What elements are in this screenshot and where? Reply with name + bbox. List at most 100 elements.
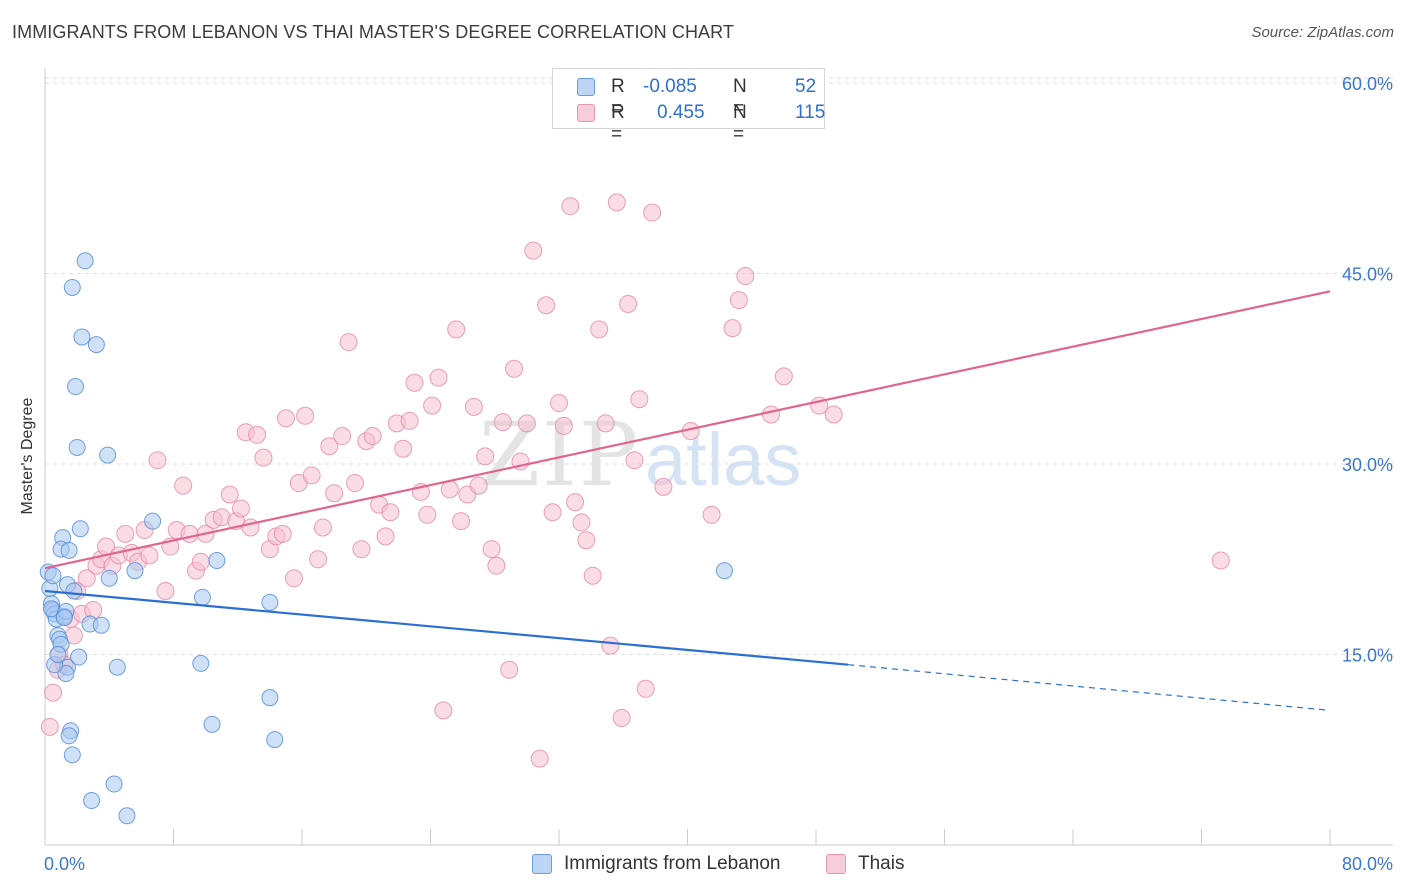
legend-label-thai: Thais bbox=[858, 853, 905, 874]
thai-point bbox=[273, 524, 292, 543]
axes bbox=[44, 68, 1393, 846]
legend-swatch-lebanon bbox=[532, 854, 552, 874]
lebanon-point bbox=[60, 541, 78, 559]
thai-point bbox=[302, 466, 321, 485]
thai-point bbox=[174, 476, 193, 495]
thai-point bbox=[487, 556, 506, 575]
lebanon-point bbox=[108, 658, 126, 676]
y-tick-label: 60.0% bbox=[1342, 74, 1393, 94]
lebanon-point bbox=[55, 609, 73, 627]
lebanon-point bbox=[105, 775, 123, 793]
thai-point bbox=[550, 394, 568, 413]
legend-label-lebanon: Immigrants from Lebanon bbox=[564, 853, 781, 874]
thai-point bbox=[140, 546, 159, 565]
thai-point bbox=[156, 582, 175, 600]
legend-swatch-thai bbox=[577, 104, 595, 122]
lebanon-point bbox=[715, 562, 733, 580]
thai-point bbox=[566, 493, 585, 512]
thai-point bbox=[363, 427, 382, 446]
thai-point bbox=[418, 505, 437, 524]
lebanon-point bbox=[57, 665, 75, 683]
thai-point bbox=[313, 518, 332, 537]
thai-point bbox=[231, 499, 250, 518]
source-label: Source: ZipAtlas.com bbox=[1251, 24, 1394, 41]
thai-point bbox=[500, 660, 519, 679]
lebanon-point bbox=[71, 520, 89, 538]
thai-trend-line bbox=[44, 290, 1331, 570]
thai-points bbox=[40, 193, 1230, 768]
thai-point bbox=[447, 320, 466, 339]
thai-point bbox=[630, 390, 649, 409]
thai-point bbox=[607, 193, 626, 212]
thai-point bbox=[434, 701, 453, 720]
thai-point bbox=[320, 437, 339, 456]
thai-point bbox=[596, 414, 615, 433]
lebanon-point bbox=[266, 731, 284, 749]
lebanon-point bbox=[118, 807, 136, 825]
thai-point bbox=[636, 679, 655, 698]
thai-point bbox=[619, 294, 638, 313]
thai-point bbox=[464, 397, 483, 416]
lebanon-point bbox=[63, 746, 81, 764]
lebanon-point bbox=[49, 646, 67, 663]
thai-point bbox=[284, 569, 303, 588]
thai-point bbox=[774, 367, 793, 386]
y-tick-label: 15.0% bbox=[1342, 646, 1393, 666]
legend-r-value: 0.455 bbox=[657, 102, 705, 123]
thai-point bbox=[530, 749, 549, 768]
legend-r-value: -0.085 bbox=[643, 76, 697, 97]
lebanon-point bbox=[65, 582, 83, 600]
thai-point bbox=[325, 484, 344, 503]
y-tick-label: 30.0% bbox=[1342, 455, 1393, 475]
tick-labels: 15.0% 30.0% 45.0% 60.0% 0.0% 80.0% bbox=[44, 74, 1393, 874]
lebanon-points bbox=[39, 252, 733, 825]
thai-point bbox=[583, 566, 602, 585]
thai-point bbox=[1211, 551, 1230, 570]
lebanon-point bbox=[63, 278, 81, 296]
thai-point bbox=[612, 709, 631, 727]
thai-point bbox=[429, 368, 448, 387]
thai-point bbox=[44, 683, 63, 702]
lebanon-point bbox=[193, 588, 211, 606]
lebanon-point bbox=[44, 567, 62, 585]
bottom-legend: Immigrants from Lebanon Thais bbox=[0, 852, 1406, 878]
thai-point bbox=[524, 241, 543, 260]
lebanon-point bbox=[73, 328, 91, 346]
lebanon-point bbox=[87, 336, 105, 354]
thai-point bbox=[346, 474, 365, 493]
chart-title: IMMIGRANTS FROM LEBANON VS THAI MASTER'S… bbox=[12, 22, 735, 42]
lebanon-point bbox=[203, 715, 221, 733]
thai-point bbox=[702, 505, 721, 524]
thai-point bbox=[220, 485, 239, 504]
lebanon-point bbox=[67, 378, 85, 396]
thai-point bbox=[543, 503, 562, 522]
thai-point bbox=[517, 414, 536, 433]
trend-lines bbox=[44, 290, 1331, 711]
thai-point bbox=[248, 425, 267, 444]
y-tick-label: 45.0% bbox=[1342, 265, 1393, 285]
thai-point bbox=[476, 447, 495, 466]
lebanon-point bbox=[70, 648, 88, 666]
lebanon-point bbox=[144, 512, 162, 530]
thai-point bbox=[381, 503, 400, 522]
thai-point bbox=[723, 319, 742, 338]
lebanon-point bbox=[83, 792, 101, 810]
lebanon-point bbox=[261, 593, 279, 611]
thai-point bbox=[643, 203, 662, 222]
thai-point bbox=[440, 480, 459, 499]
thai-point bbox=[654, 477, 673, 496]
lebanon-point bbox=[60, 727, 78, 745]
thai-point bbox=[405, 373, 424, 392]
thai-point bbox=[452, 512, 471, 531]
thai-point bbox=[77, 569, 96, 588]
legend-swatch-thai bbox=[826, 854, 846, 874]
legend-n-value: 115 bbox=[795, 102, 826, 123]
stats-legend: R = -0.085 N = 52 R = 0.455 N = 115 bbox=[552, 68, 826, 145]
thai-point bbox=[309, 550, 328, 569]
thai-point bbox=[482, 540, 501, 559]
thai-point bbox=[254, 448, 273, 467]
thai-point bbox=[394, 439, 413, 458]
lebanon-point bbox=[208, 552, 226, 570]
thai-point bbox=[400, 411, 419, 430]
